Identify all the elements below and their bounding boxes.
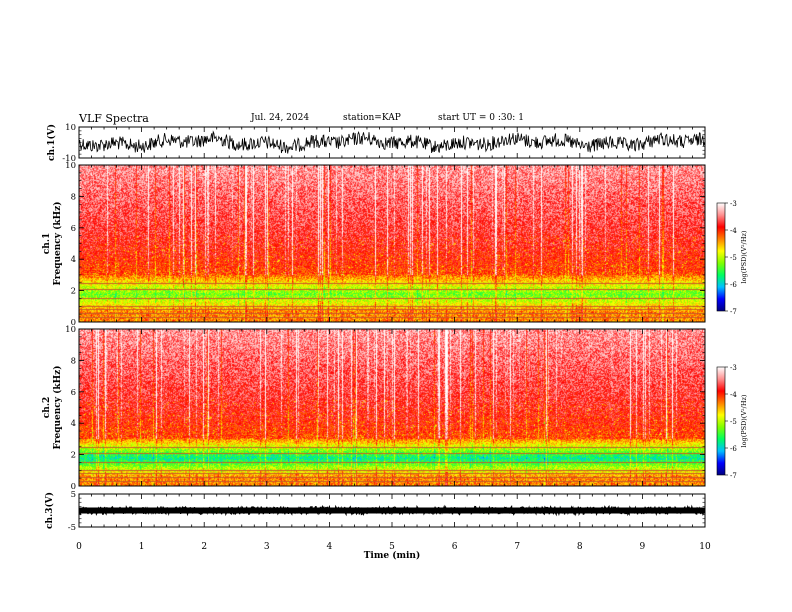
colorbar-tick-label: -4 (730, 227, 737, 235)
x-tick-label: 8 (577, 542, 583, 552)
y-tick-label: -5 (68, 523, 76, 533)
x-tick-label: 1 (139, 542, 145, 552)
colorbar-ch2-spectrogram (716, 366, 726, 476)
colorbar-tick-label: -5 (730, 254, 737, 262)
x-tick-label: 10 (699, 542, 711, 552)
x-tick-label: 0 (76, 542, 82, 552)
station-label: station=KAP (343, 113, 401, 123)
waveform-trace-ch1-waveform (78, 130, 706, 154)
x-axis-label: Time (min) (364, 550, 421, 561)
y-tick-label: 2 (71, 287, 76, 297)
x-tick-label: 2 (201, 542, 207, 552)
colorbar-tick-label: -6 (730, 445, 737, 453)
y-tick-label: -10 (62, 154, 76, 164)
ch1-ylabel: ch.1(V) (46, 124, 57, 161)
ch2-freq-ylabel: Frequency (kHz) (52, 365, 63, 449)
chart-title: VLF Spectra (79, 112, 149, 125)
y-tick-label: 0 (71, 482, 76, 492)
colorbar-ch1-spectrogram (716, 202, 726, 312)
y-tick-label: 2 (71, 451, 76, 461)
spectrogram-image-ch1-spectrogram (79, 165, 705, 322)
date-label: Jul. 24, 2024 (251, 113, 310, 123)
x-tick-label: 6 (452, 542, 458, 552)
colorbar-label: log(PSD)(V²/Hz) (740, 394, 748, 447)
colorbar-tick-label: -7 (730, 472, 737, 480)
y-tick-label: 10 (65, 161, 76, 171)
x-tick-label: 4 (327, 542, 333, 552)
colorbar-tick-label: -5 (730, 418, 737, 426)
colorbar-tick-label: -6 (730, 281, 737, 289)
y-tick-label: 0 (71, 318, 76, 328)
waveform-band-ch3-waveform (79, 507, 705, 514)
y-tick-label: 5 (71, 490, 76, 500)
y-tick-label: 10 (65, 325, 76, 335)
ch3-ylabel: ch.3(V) (44, 492, 55, 529)
x-tick-label: 7 (514, 542, 520, 552)
start-time-label: start UT = 0 :30: 1 (438, 113, 524, 123)
y-tick-label: 6 (71, 224, 76, 234)
ch1-freq-ylabel: Frequency (kHz) (52, 201, 63, 285)
spectrogram-image-ch2-spectrogram (79, 329, 705, 486)
y-tick-label: 6 (71, 388, 76, 398)
colorbar-tick-label: -7 (730, 308, 737, 316)
ch1-spec-ylabel: ch.1 (42, 233, 52, 254)
ch2-spec-ylabel: ch.2 (42, 397, 52, 418)
y-tick-label: 4 (71, 419, 76, 429)
colorbar-tick-label: -3 (730, 364, 737, 372)
y-tick-label: 8 (71, 192, 76, 202)
y-tick-label: 4 (71, 255, 76, 265)
colorbar-tick-label: -4 (730, 391, 737, 399)
colorbar-tick-label: -3 (730, 200, 737, 208)
colorbar-label: log(PSD)(V²/Hz) (740, 230, 748, 283)
x-tick-label: 5 (389, 542, 395, 552)
x-tick-label: 3 (264, 542, 270, 552)
x-tick-label: 9 (640, 542, 646, 552)
y-tick-label: 10 (65, 123, 76, 133)
y-tick-label: 8 (71, 356, 76, 366)
